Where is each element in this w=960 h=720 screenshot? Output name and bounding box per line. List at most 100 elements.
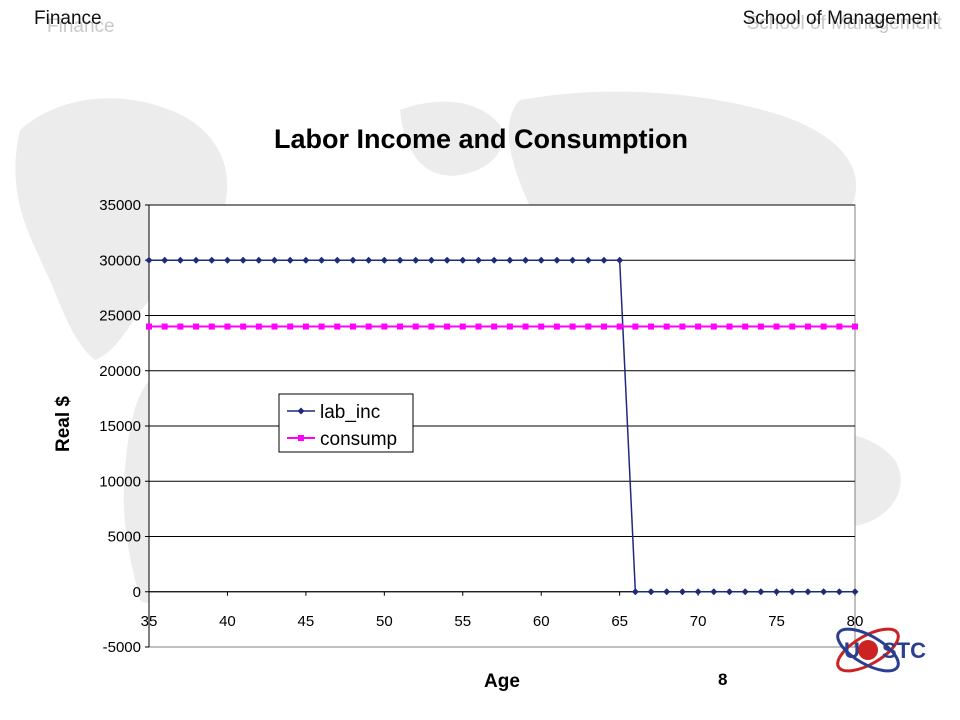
point-lab_inc-69 [678, 588, 686, 596]
point-consump-57 [491, 323, 498, 330]
legend-label-consump: consump [320, 429, 397, 450]
point-consump-68 [663, 323, 670, 330]
point-consump-42 [255, 323, 262, 330]
y-tick-label-20000: 20000 [99, 363, 141, 380]
x-tick-label-35: 35 [141, 613, 158, 630]
point-lab_inc-58 [506, 256, 514, 264]
point-lab_inc-78 [820, 588, 828, 596]
x-tick-label-70: 70 [690, 613, 707, 630]
point-lab_inc-48 [349, 256, 357, 264]
x-tick-label-80: 80 [847, 613, 864, 630]
point-consump-80 [852, 323, 858, 330]
point-consump-67 [648, 323, 655, 330]
point-consump-47 [334, 323, 341, 330]
legend-marker-consump [298, 435, 304, 441]
point-lab_inc-66 [631, 588, 639, 596]
point-consump-79 [836, 323, 843, 330]
x-tick-label-45: 45 [298, 613, 315, 630]
point-consump-46 [318, 323, 325, 330]
point-lab_inc-38 [192, 256, 200, 264]
page-number: 8 [718, 670, 728, 689]
x-tick-label-40: 40 [219, 613, 236, 630]
chart-title: Labor Income and Consumption [274, 124, 688, 154]
point-lab_inc-56 [474, 256, 482, 264]
point-lab_inc-63 [584, 256, 592, 264]
point-lab_inc-79 [835, 588, 843, 596]
point-consump-76 [789, 323, 796, 330]
point-consump-58 [506, 323, 513, 330]
point-consump-39 [208, 323, 215, 330]
point-lab_inc-49 [365, 256, 373, 264]
point-lab_inc-46 [318, 256, 326, 264]
point-consump-70 [695, 323, 702, 330]
point-consump-41 [240, 323, 247, 330]
point-consump-77 [804, 323, 811, 330]
point-lab_inc-64 [600, 256, 608, 264]
x-axis-title: Age [484, 671, 520, 692]
point-lab_inc-75 [773, 588, 781, 596]
point-lab_inc-52 [412, 256, 420, 264]
point-lab_inc-54 [443, 256, 451, 264]
point-lab_inc-67 [647, 588, 655, 596]
header-right-shadow: School of Management [746, 13, 942, 34]
point-lab_inc-65 [616, 256, 624, 264]
point-consump-63 [585, 323, 592, 330]
point-consump-49 [365, 323, 372, 330]
point-consump-73 [742, 323, 749, 330]
point-lab_inc-72 [725, 588, 733, 596]
y-tick-label-0: 0 [133, 584, 141, 601]
point-lab_inc-41 [239, 256, 247, 264]
point-consump-43 [271, 323, 278, 330]
y-tick-label-10000: 10000 [99, 473, 141, 490]
point-lab_inc-43 [271, 256, 279, 264]
x-tick-label-65: 65 [611, 613, 628, 630]
point-lab_inc-71 [710, 588, 718, 596]
point-lab_inc-77 [804, 588, 812, 596]
series-line-lab_inc [149, 259, 855, 593]
point-consump-36 [161, 323, 168, 330]
x-tick-label-50: 50 [376, 613, 393, 630]
logo-u: U [844, 638, 860, 663]
y-tick-label-15000: 15000 [99, 418, 141, 435]
point-consump-53 [428, 323, 435, 330]
y-tick-labels: -5000 0 5000 10000 15000 20000 25000 30000 35000 [99, 197, 149, 656]
point-consump-37 [177, 323, 184, 330]
point-lab_inc-80 [851, 588, 859, 596]
point-lab_inc-76 [788, 588, 796, 596]
y-tick-label--5000: -5000 [103, 639, 141, 656]
legend-box [278, 393, 414, 453]
legend-marker-lab_inc [297, 407, 305, 415]
y-axis-title: Real $ [53, 396, 74, 452]
point-consump-69 [679, 323, 686, 330]
point-lab_inc-40 [223, 256, 231, 264]
point-lab_inc-45 [302, 256, 310, 264]
point-consump-72 [726, 323, 733, 330]
y-tick-label-35000: 35000 [99, 197, 141, 214]
point-consump-66 [632, 323, 639, 330]
point-consump-35 [146, 323, 152, 330]
point-consump-78 [820, 323, 827, 330]
x-tick-label-55: 55 [454, 613, 471, 630]
legend-label-lab_inc: lab_inc [320, 402, 380, 423]
point-consump-64 [600, 323, 607, 330]
point-consump-54 [444, 323, 451, 330]
x-tick-label-75: 75 [768, 613, 785, 630]
logo-orbit-blue [836, 627, 900, 673]
header-left-label: Finance [34, 8, 102, 29]
header-right-label: School of Management [742, 8, 938, 29]
point-lab_inc-36 [161, 256, 169, 264]
point-consump-40 [224, 323, 231, 330]
point-consump-62 [569, 323, 576, 330]
series-consump [146, 323, 858, 330]
point-consump-50 [381, 323, 388, 330]
x-tick-label-60: 60 [533, 613, 550, 630]
x-tick-labels: 35 40 45 50 55 60 65 70 75 80 [141, 591, 864, 630]
logo-text: STC [882, 638, 926, 663]
point-lab_inc-68 [663, 588, 671, 596]
y-tick-label-30000: 30000 [99, 252, 141, 269]
point-consump-71 [710, 323, 717, 330]
uestc-logo: U STC [836, 627, 926, 673]
point-lab_inc-57 [490, 256, 498, 264]
